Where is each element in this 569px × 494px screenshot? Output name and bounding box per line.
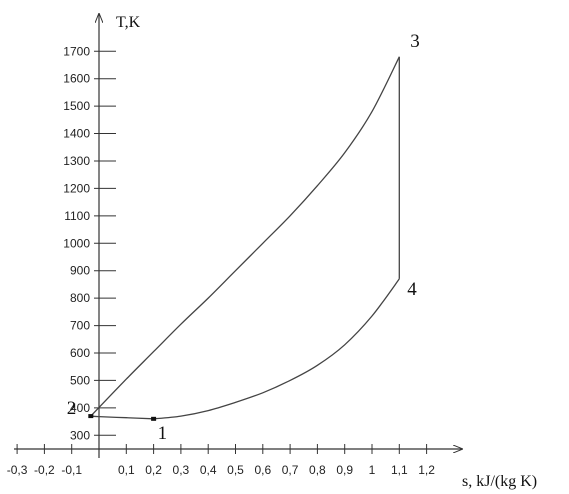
x-tick-label: -0,1 [61, 463, 82, 477]
y-tick-label: 700 [70, 319, 90, 333]
x-tick-label: -0,2 [34, 463, 55, 477]
process-4-1 [153, 278, 400, 420]
x-tick-label: 0,2 [145, 463, 162, 477]
y-tick-label: 1200 [63, 181, 90, 195]
point-1-label: 1 [158, 423, 168, 444]
point-1-marker [151, 416, 157, 421]
point-2-label: 2 [67, 398, 77, 419]
point-4-label: 4 [407, 279, 417, 300]
y-tick-label: 800 [70, 291, 90, 305]
state-points: 1 2 3 4 [67, 31, 420, 444]
y-tick-label: 1600 [63, 72, 90, 86]
y-tick-label: 1000 [63, 236, 90, 250]
y-tick-label: 600 [70, 346, 90, 360]
x-tick-label: -0,3 [7, 463, 28, 477]
process-2-3 [90, 56, 400, 417]
x-tick-label: 0,1 [118, 463, 135, 477]
x-tick-label: 0,4 [200, 463, 217, 477]
y-ticks: 300 400 500 600 700 800 900 1000 1100 1200 1300 140… [63, 44, 116, 442]
point-2-marker [88, 414, 94, 419]
point-3-label: 3 [410, 31, 420, 52]
x-tick-label: 0,6 [254, 463, 271, 477]
x-tick-label: 1 [369, 463, 376, 477]
x-tick-label: 0,3 [173, 463, 190, 477]
y-axis-title: T,K [116, 14, 141, 31]
y-tick-label: 900 [70, 264, 90, 278]
x-axis-title: s, kJ/(kg K) [462, 473, 537, 490]
x-tick-label: 1,1 [391, 463, 408, 477]
x-ticks: -0,3 -0,2 -0,1 0,1 0,2 0,3 0,4 0,5 0,6 0,7 0,8 0,9 1… [7, 444, 435, 477]
y-tick-label: 500 [70, 373, 90, 387]
x-tick-label: 1,2 [418, 463, 435, 477]
process-1-2 [90, 415, 154, 420]
y-tick-label: 1400 [63, 127, 90, 141]
y-tick-label: 1700 [63, 44, 90, 58]
y-tick-label: 1100 [64, 209, 90, 223]
x-tick-label: 0,7 [282, 463, 299, 477]
x-tick-label: 0,8 [309, 463, 326, 477]
y-tick-label: 1300 [63, 154, 90, 168]
x-tick-label: 0,5 [227, 463, 244, 477]
y-tick-label: 1500 [63, 99, 90, 113]
y-tick-label: 300 [70, 428, 90, 442]
y-tick-label: 400 [70, 401, 90, 415]
cycle-processes [90, 56, 400, 420]
x-tick-label: 0,9 [336, 463, 353, 477]
